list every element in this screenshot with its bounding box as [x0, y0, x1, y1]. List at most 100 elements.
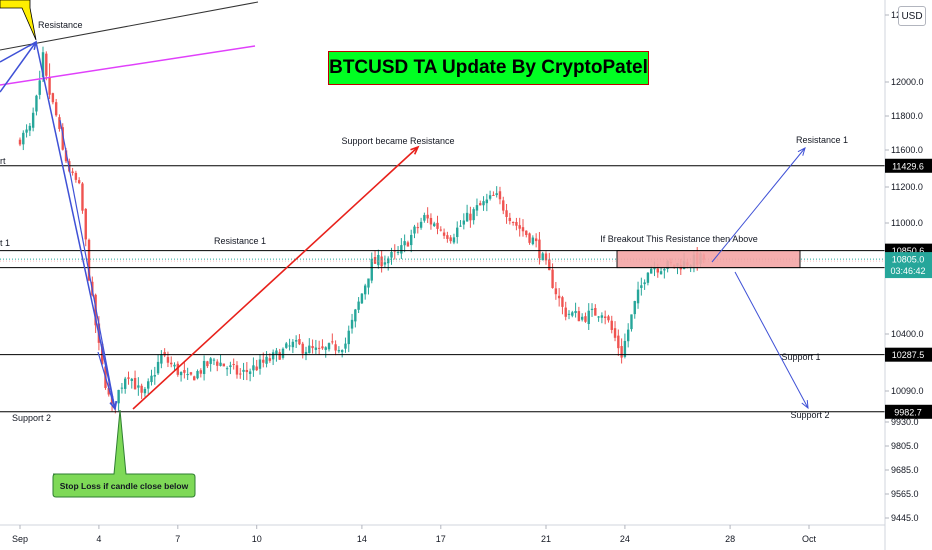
resistance-top-label: Resistance	[38, 20, 83, 30]
candle-body	[202, 360, 206, 375]
candle-body	[610, 320, 613, 330]
candle-body	[502, 200, 505, 211]
candle-body	[87, 239, 91, 281]
candle-body	[426, 214, 429, 219]
level-price-text: 11429.6	[892, 161, 924, 171]
upper-trend-line	[0, 1, 259, 51]
candle-body	[189, 372, 193, 375]
blue-up-arrow	[0, 41, 37, 93]
candle-body	[403, 241, 406, 246]
candle-body	[196, 371, 199, 379]
candle-body	[518, 225, 521, 229]
candle-body	[77, 180, 81, 184]
candle-body	[479, 203, 482, 206]
candle-body	[452, 237, 456, 243]
candle-body	[594, 308, 597, 316]
candle-body	[459, 225, 462, 227]
candle-body	[41, 52, 45, 78]
candle-body	[508, 217, 512, 222]
x-tick-label: 24	[620, 534, 630, 544]
candle-body	[308, 345, 311, 354]
candle-body	[248, 371, 252, 374]
y-tick-label: 9930.0	[891, 417, 919, 427]
candle-body	[219, 362, 222, 366]
candle-body	[465, 212, 469, 222]
candle-body	[347, 330, 350, 345]
candle-body	[607, 316, 610, 321]
candle-body	[265, 356, 268, 364]
candle-body	[485, 199, 489, 204]
candle-body	[193, 376, 196, 381]
candle-body	[587, 310, 590, 325]
candle-body	[340, 350, 344, 353]
x-tick-label: 7	[175, 534, 180, 544]
candle-body	[337, 350, 341, 352]
candle-body	[133, 377, 137, 390]
candle-body	[301, 343, 304, 354]
candle-body	[367, 278, 370, 288]
candles-layer	[18, 46, 705, 414]
blue-projection-up-arrow	[711, 147, 806, 263]
candle-body	[107, 388, 110, 395]
y-tick-label: 11800.0	[891, 111, 923, 121]
level-price-text: 10287.5	[892, 350, 925, 360]
candle-body	[179, 371, 183, 376]
candle-body	[396, 251, 400, 253]
chart-title: BTCUSD TA Update By CryptoPatel	[328, 51, 649, 85]
left-edge-label: rt	[0, 156, 6, 166]
y-tick-label: 9685.0	[891, 465, 919, 475]
candle-body	[410, 234, 413, 246]
candle-body	[183, 370, 186, 373]
y-tick-label: 11600.0	[891, 145, 923, 155]
candle-body	[45, 53, 48, 76]
levels-layer	[0, 165, 885, 413]
candle-body	[400, 245, 403, 254]
y-tick-label: 10090.0	[891, 386, 924, 396]
level-price-tag	[885, 347, 932, 362]
candle-body	[567, 313, 571, 315]
blue-projection-down-arrow-head	[801, 399, 809, 410]
blue-projection-up-arrow-head	[797, 147, 806, 156]
candle-body	[551, 269, 554, 288]
blue-down-arrow	[35, 41, 116, 410]
candle-body	[498, 191, 502, 200]
candle-body	[294, 340, 298, 342]
candle-body	[505, 210, 508, 218]
candle-body	[156, 361, 160, 374]
candle-body	[252, 365, 255, 371]
resistance-1-left-label: t 1	[0, 238, 10, 248]
candle-body	[143, 388, 147, 394]
candle-body	[324, 347, 327, 350]
candle-body	[429, 217, 433, 225]
time-axis[interactable]: Sep 4 7 10 14 17 21 24 28 Oct	[0, 524, 885, 544]
candle-body	[557, 295, 561, 299]
price-axis[interactable]: 12200.012000.011800.011600.011200.011000…	[884, 0, 932, 550]
candle-body	[511, 221, 515, 223]
x-tick-label: 10	[252, 534, 262, 544]
candle-body	[561, 297, 564, 307]
candle-body	[170, 362, 173, 365]
candle-body	[186, 374, 189, 376]
x-tick-label: 21	[541, 534, 551, 544]
candle-body	[22, 132, 25, 145]
candle-body	[636, 289, 640, 304]
candle-body	[577, 311, 581, 322]
candle-body	[262, 359, 265, 363]
candle-body	[321, 346, 324, 349]
y-tick-label: 12000.0	[891, 77, 924, 87]
candle-body	[373, 257, 377, 264]
candle-body	[538, 239, 541, 259]
candle-body	[656, 268, 659, 273]
candle-body	[531, 237, 535, 245]
candle-body	[242, 369, 245, 372]
candle-body	[176, 363, 179, 375]
y-tick-label: 9805.0	[891, 441, 919, 451]
candle-body	[38, 80, 41, 95]
candle-body	[222, 363, 226, 367]
candle-body	[603, 316, 607, 319]
candle-body	[436, 222, 439, 229]
candle-body	[74, 172, 78, 180]
currency-badge[interactable]: USD	[898, 6, 926, 26]
